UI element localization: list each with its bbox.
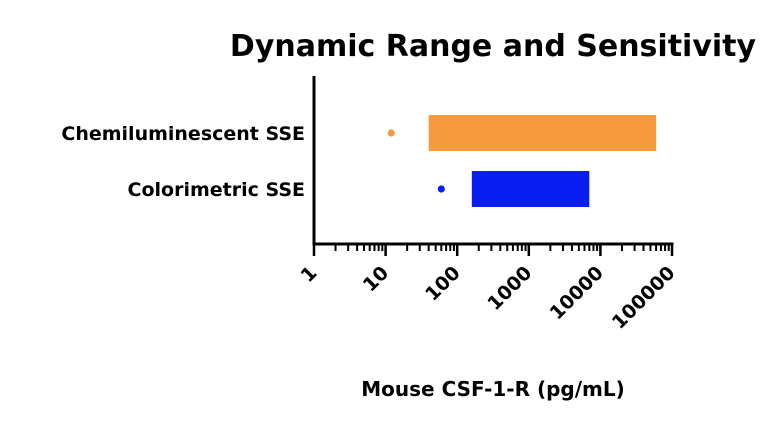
range-bar: [471, 171, 590, 207]
plot-area: 1 10 100 1000 10000 100000 Chemiluminescent SS…: [61, 76, 680, 334]
x-axis-label: Mouse CSF-1-R (pg/mL): [361, 377, 625, 401]
x-tick-label: 100: [421, 262, 465, 306]
x-tick-label: 100000: [608, 262, 680, 334]
x-tick-label: 1000: [483, 262, 536, 315]
x-tick-label: 10: [359, 262, 393, 296]
chart-title: Dynamic Range and Sensitivity: [230, 29, 757, 64]
x-tick-label: 10000: [546, 262, 608, 324]
category-label: Colorimetric SSE: [128, 179, 305, 201]
category-label: Chemiluminescent SSE: [61, 123, 305, 145]
sensitivity-dot: [437, 185, 445, 193]
sensitivity-dot: [387, 129, 395, 137]
x-tick-label: 1: [297, 262, 322, 287]
range-bar: [428, 115, 657, 151]
